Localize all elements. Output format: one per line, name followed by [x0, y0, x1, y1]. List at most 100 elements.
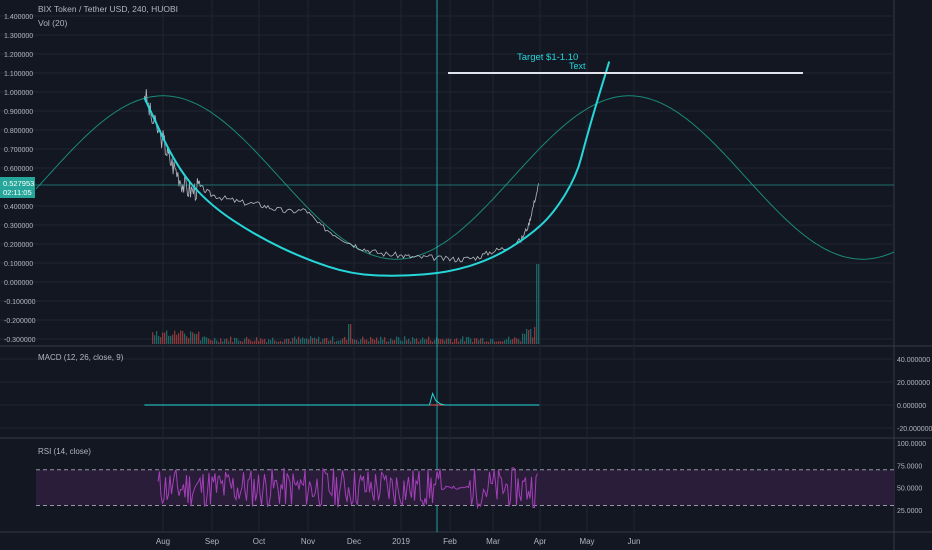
- target-annotation: Target $1-1.10: [517, 52, 578, 63]
- rsi-pane: [36, 467, 894, 510]
- y-tick-label: 1.000000: [4, 90, 33, 97]
- macd-pane: [144, 392, 540, 406]
- volume-bar: [516, 338, 518, 344]
- volume-bar: [290, 341, 292, 344]
- volume-bar: [508, 336, 510, 344]
- volume-bar: [466, 336, 468, 344]
- volume-bar: [328, 340, 330, 344]
- volume-bar: [274, 340, 276, 344]
- x-tick-label: Dec: [347, 537, 361, 546]
- price-badge-countdown: 02:11:05: [3, 188, 32, 197]
- volume-bar: [472, 341, 474, 344]
- volume-bar: [336, 340, 338, 344]
- volume-bar: [198, 331, 200, 344]
- volume-bar: [378, 340, 380, 344]
- volume-bar: [208, 338, 210, 344]
- text-annotation: Text: [569, 61, 586, 71]
- x-tick-label: Mar: [486, 537, 500, 546]
- sine-wave-line: [35, 95, 895, 260]
- volume-bar: [474, 338, 476, 344]
- volume-bar: [196, 334, 198, 344]
- volume-bar: [278, 341, 280, 344]
- volume-bar: [296, 339, 298, 344]
- axis-labels: Aug Sep Oct Nov Dec 2019 Feb Mar Apr May Jun 1.4000…: [4, 14, 932, 546]
- volume-bar: [294, 336, 296, 344]
- price-badge-value: 0.527953: [3, 179, 34, 188]
- volume-bar: [162, 332, 164, 344]
- rsi-tick-label: 75.0000: [897, 463, 922, 470]
- volume-bar: [518, 339, 520, 344]
- rsi-label: RSI (14, close): [38, 447, 91, 456]
- price-line: [144, 89, 540, 263]
- volume-bar: [434, 339, 436, 344]
- volume-bar: [182, 331, 184, 344]
- volume-bar: [152, 332, 154, 344]
- y-tick-label: 1.200000: [4, 52, 33, 59]
- volume-bar: [456, 338, 458, 344]
- volume-label: Vol (20): [38, 18, 67, 28]
- volume-bar: [372, 338, 374, 344]
- y-tick-label: 0.700000: [4, 147, 33, 154]
- y-tick-label: 1.100000: [4, 71, 33, 78]
- volume-bar: [440, 339, 442, 344]
- volume-bar: [254, 340, 256, 344]
- volume-bar: [390, 338, 392, 344]
- volume-bar: [342, 338, 344, 344]
- cup-curve-line: [143, 61, 611, 277]
- volume-bar: [184, 333, 186, 344]
- volume-bar: [210, 340, 212, 344]
- volume-bar: [536, 264, 538, 344]
- y-tick-label: -0.200000: [4, 318, 36, 325]
- volume-bar: [176, 334, 178, 344]
- y-tick-label: 1.300000: [4, 33, 33, 40]
- volume-bar: [234, 337, 236, 344]
- volume-bar: [270, 339, 272, 344]
- volume-bar: [468, 336, 470, 344]
- volume-bar: [272, 337, 274, 344]
- macd-label: MACD (12, 26, close, 9): [38, 353, 124, 362]
- macd-tick-label: 40.000000: [897, 357, 930, 364]
- y-tick-label: 0.800000: [4, 128, 33, 135]
- volume-bar: [224, 339, 226, 344]
- y-tick-label: 0.400000: [4, 204, 33, 211]
- volume-bar: [460, 339, 462, 344]
- volume-bar: [438, 338, 440, 344]
- volume-bar: [166, 330, 168, 344]
- volume-bar: [178, 333, 180, 344]
- volume-bar: [248, 339, 250, 344]
- volume-bar: [172, 334, 174, 344]
- volume-bar: [256, 337, 258, 344]
- volume-bar: [406, 339, 408, 344]
- volume-bar: [414, 338, 416, 344]
- volume-bar: [464, 340, 466, 344]
- volume-bar: [442, 339, 444, 344]
- volume-bar: [238, 340, 240, 344]
- volume-bar: [308, 339, 310, 344]
- volume-bar: [538, 264, 540, 344]
- x-tick-label: Apr: [534, 537, 547, 546]
- volume-bar: [368, 341, 370, 344]
- volume-bar: [454, 339, 456, 344]
- x-tick-label: Nov: [301, 537, 315, 546]
- y-tick-label: 0.600000: [4, 166, 33, 173]
- volume-bar: [158, 336, 160, 344]
- price-series: [144, 89, 540, 263]
- volume-bar: [284, 339, 286, 344]
- volume-bar: [322, 339, 324, 344]
- volume-bar: [364, 339, 366, 344]
- volume-bar: [302, 337, 304, 344]
- volume-bar: [418, 341, 420, 344]
- volume-bar: [512, 339, 514, 344]
- volume-bar: [206, 337, 208, 344]
- volume-bar: [334, 341, 336, 344]
- volume-bar: [338, 340, 340, 344]
- volume-bar: [500, 341, 502, 344]
- volume-bar: [222, 341, 224, 344]
- volume-bar: [450, 339, 452, 344]
- volume-bar: [530, 328, 532, 344]
- x-tick-label: Aug: [156, 537, 170, 546]
- volume-bar: [526, 328, 528, 344]
- volume-bar: [318, 336, 320, 344]
- volume-bar: [386, 341, 388, 344]
